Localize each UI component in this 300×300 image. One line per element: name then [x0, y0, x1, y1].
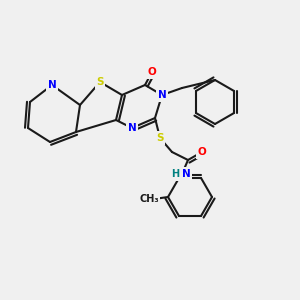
Text: N: N	[182, 169, 190, 179]
Text: CH₃: CH₃	[139, 194, 159, 204]
Text: S: S	[156, 133, 164, 143]
Text: N: N	[158, 90, 166, 100]
Text: S: S	[96, 77, 104, 87]
Text: O: O	[198, 147, 206, 157]
Text: O: O	[148, 67, 156, 77]
Text: N: N	[48, 80, 56, 90]
Text: H: H	[171, 169, 179, 179]
Text: N: N	[128, 123, 136, 133]
